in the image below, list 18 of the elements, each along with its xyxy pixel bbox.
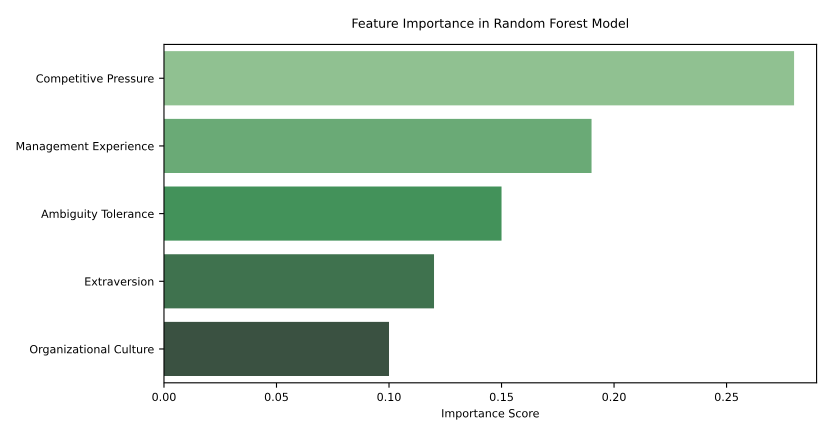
x-tick-label: 0.00 [152, 392, 176, 402]
x-tick-label: 0.20 [602, 392, 626, 402]
chart-title: Feature Importance in Random Forest Model [352, 18, 628, 30]
y-tick-label: Management Experience [16, 142, 154, 152]
bar [164, 254, 434, 308]
bar [164, 186, 502, 241]
bar [164, 118, 592, 174]
x-tick-label: 0.25 [714, 392, 738, 402]
x-tick-label: 0.10 [377, 392, 401, 402]
y-tick-label: Competitive Pressure [36, 74, 154, 85]
bar [164, 322, 390, 376]
y-tick-label: Ambiguity Tolerance [41, 209, 154, 220]
x-axis-title: Importance Score [442, 409, 539, 420]
y-tick-label: Extraversion [85, 277, 154, 286]
x-tick-label: 0.15 [490, 392, 513, 402]
y-tick-label: Organizational Culture [30, 344, 154, 356]
x-tick-label: 0.05 [264, 392, 288, 402]
bar [164, 51, 794, 106]
